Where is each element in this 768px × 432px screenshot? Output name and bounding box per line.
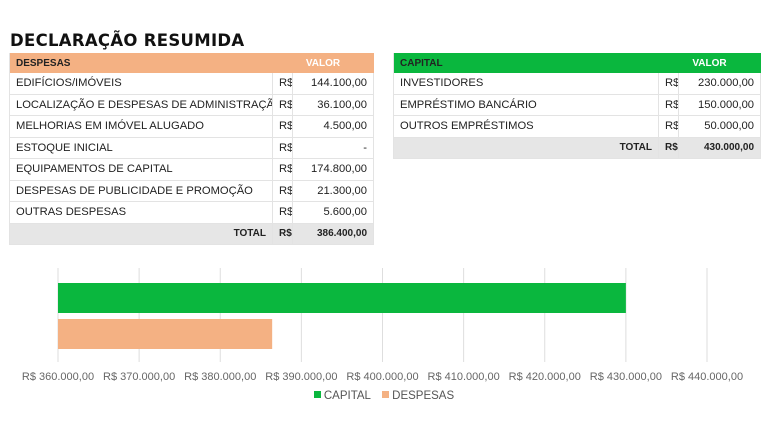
expenses-row: EQUIPAMENTOS DE CAPITAL R$ 174.800,00 <box>9 158 375 181</box>
x-tick-label: R$ 430.000,00 <box>590 371 662 383</box>
expenses-row-value: 144.100,00 <box>292 73 375 95</box>
expenses-row-value: 174.800,00 <box>292 158 375 181</box>
bar-despesas <box>58 319 273 349</box>
capital-row-currency: R$ <box>658 94 679 116</box>
expenses-row-label: EDIFÍCIOS/IMÓVEIS <box>9 73 273 95</box>
capital-total-row: TOTAL R$ 430.000,00 <box>393 137 762 159</box>
x-tick-label: R$ 400.000,00 <box>346 371 418 383</box>
capital-row-currency: R$ <box>658 73 679 95</box>
expenses-row-currency: R$ <box>272 137 293 159</box>
capital-table: CAPITAL VALOR INVESTIDORES R$ 230.000,00 EM… <box>393 53 762 159</box>
expenses-total-label: TOTAL <box>9 223 273 245</box>
capital-rows: INVESTIDORES R$ 230.000,00 EMPRÉSTIMO BANCÁ… <box>393 73 762 138</box>
chart-legend: CAPITAL DESPESAS <box>0 390 768 402</box>
capital-total-value: 430.000,00 <box>678 137 762 159</box>
capital-row-label: INVESTIDORES <box>393 73 659 95</box>
expenses-row: LOCALIZAÇÃO E DESPESAS DE ADMINISTRAÇÃO R… <box>9 94 375 116</box>
legend-item-despesas: DESPESAS <box>382 390 454 402</box>
expenses-rows: EDIFÍCIOS/IMÓVEIS R$ 144.100,00 LOCALIZAÇÃO… <box>9 73 375 224</box>
capital-total-label: TOTAL <box>393 137 659 159</box>
expenses-row: ESTOQUE INICIAL R$ - <box>9 137 375 159</box>
capital-header-row: CAPITAL VALOR <box>393 53 761 73</box>
x-tick-label: R$ 440.000,00 <box>671 371 743 383</box>
expenses-total-row: TOTAL R$ 386.400,00 <box>9 223 375 245</box>
legend-swatch-capital <box>313 391 321 399</box>
legend-label-despesas: DESPESAS <box>392 390 455 402</box>
expenses-row: MELHORIAS EM IMÓVEL ALUGADO R$ 4.500,00 <box>9 115 375 138</box>
capital-row: EMPRÉSTIMO BANCÁRIO R$ 150.000,00 <box>393 94 762 116</box>
expenses-row-label: ESTOQUE INICIAL <box>9 137 273 159</box>
x-tick-label: R$ 360.000,00 <box>22 371 94 383</box>
capital-total-currency: R$ <box>658 137 679 159</box>
capital-row-value: 150.000,00 <box>678 94 762 116</box>
expenses-row: OUTRAS DESPESAS R$ 5.600,00 <box>9 201 375 224</box>
bar-capital <box>58 283 626 313</box>
expenses-row-currency: R$ <box>272 115 293 138</box>
x-tick-label: R$ 390.000,00 <box>265 371 337 383</box>
expenses-row-currency: R$ <box>272 94 293 116</box>
x-tick-label: R$ 420.000,00 <box>509 371 581 383</box>
expenses-row: DESPESAS DE PUBLICIDADE E PROMOÇÃO R$ 21.3… <box>9 180 375 202</box>
capital-row-value: 230.000,00 <box>678 73 762 95</box>
capital-row-value: 50.000,00 <box>678 115 762 138</box>
expenses-header-row: DESPESAS VALOR <box>9 53 374 73</box>
expenses-row-value: 21.300,00 <box>292 180 375 202</box>
page-title: DECLARAÇÃO RESUMIDA <box>10 31 245 50</box>
expenses-row-currency: R$ <box>272 180 293 202</box>
expenses-total-value: 386.400,00 <box>292 223 375 245</box>
expenses-row-value: 5.600,00 <box>292 201 375 224</box>
expenses-header-label: DESPESAS <box>9 53 273 73</box>
x-tick-label: R$ 380.000,00 <box>184 371 256 383</box>
capital-row-label: OUTROS EMPRÉSTIMOS <box>393 115 659 138</box>
capital-row-currency: R$ <box>658 115 679 138</box>
capital-row: INVESTIDORES R$ 230.000,00 <box>393 73 762 95</box>
legend-swatch-despesas <box>382 391 390 399</box>
expenses-row-value: 36.100,00 <box>292 94 375 116</box>
expenses-row: EDIFÍCIOS/IMÓVEIS R$ 144.100,00 <box>9 73 375 95</box>
expenses-row-value: 4.500,00 <box>292 115 375 138</box>
capital-row: OUTROS EMPRÉSTIMOS R$ 50.000,00 <box>393 115 762 138</box>
capital-header-label: CAPITAL <box>393 53 659 73</box>
expenses-row-label: EQUIPAMENTOS DE CAPITAL <box>9 158 273 181</box>
expenses-row-value: - <box>292 137 375 159</box>
expenses-header-value: VALOR <box>272 53 374 73</box>
expenses-total-currency: R$ <box>272 223 293 245</box>
expenses-row-label: LOCALIZAÇÃO E DESPESAS DE ADMINISTRAÇÃO <box>9 94 273 116</box>
expenses-row-label: DESPESAS DE PUBLICIDADE E PROMOÇÃO <box>9 180 273 202</box>
capital-row-label: EMPRÉSTIMO BANCÁRIO <box>393 94 659 116</box>
x-tick-label: R$ 410.000,00 <box>428 371 500 383</box>
x-tick-label: R$ 370.000,00 <box>103 371 175 383</box>
expenses-row-currency: R$ <box>272 73 293 95</box>
expenses-row-currency: R$ <box>272 201 293 224</box>
summary-bar-chart: R$ 360.000,00 R$ 370.000,00 R$ 380.000,00 R… <box>22 268 743 383</box>
legend-item-capital: CAPITAL <box>313 390 371 402</box>
expenses-row-label: OUTRAS DESPESAS <box>9 201 273 224</box>
expenses-row-currency: R$ <box>272 158 293 181</box>
legend-label-capital: CAPITAL <box>323 390 371 402</box>
expenses-row-label: MELHORIAS EM IMÓVEL ALUGADO <box>9 115 273 138</box>
capital-header-value: VALOR <box>658 53 761 73</box>
expenses-table: DESPESAS VALOR EDIFÍCIOS/IMÓVEIS R$ 144.10… <box>9 53 375 245</box>
